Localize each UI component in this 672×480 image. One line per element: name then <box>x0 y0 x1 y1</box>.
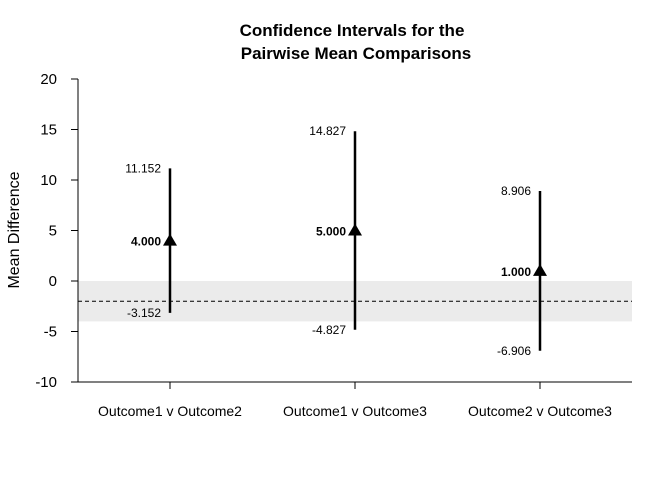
mean-marker <box>163 233 177 246</box>
y-tick-label: 5 <box>49 223 57 240</box>
lower-bound-label: -3.152 <box>127 306 161 320</box>
y-tick-label: 10 <box>40 172 57 189</box>
x-category-label: Outcome2 v Outcome3 <box>468 403 612 419</box>
mean-value-label: 5.000 <box>316 225 346 239</box>
plot-area: -10 -5 0 5 10 15 20 Outcome1 v Outcome2 Outcome1… <box>35 71 632 419</box>
upper-bound-label: 14.827 <box>309 124 346 138</box>
chart-title-line-1: Confidence Intervals for the <box>240 21 465 40</box>
chart-title-line-2: Pairwise Mean Comparisons <box>241 44 472 63</box>
y-tick-label: 20 <box>40 71 57 88</box>
mean-value-label: 1.000 <box>501 265 531 279</box>
y-tick-label: -10 <box>35 374 57 391</box>
mean-value-label: 4.000 <box>131 235 161 249</box>
x-category-label: Outcome1 v Outcome2 <box>98 403 242 419</box>
y-axis-title: Mean Difference <box>6 171 23 288</box>
mean-marker <box>348 223 362 236</box>
y-tick-label: 15 <box>40 122 57 139</box>
upper-bound-label: 11.152 <box>125 161 161 175</box>
x-category-label: Outcome1 v Outcome3 <box>283 403 427 419</box>
y-tick-label: -5 <box>44 324 57 341</box>
mean-marker <box>533 263 547 276</box>
lower-bound-label: -6.906 <box>497 344 531 358</box>
y-tick-label: 0 <box>49 273 57 290</box>
lower-bound-label: -4.827 <box>312 323 346 337</box>
upper-bound-label: 8.906 <box>501 184 531 198</box>
